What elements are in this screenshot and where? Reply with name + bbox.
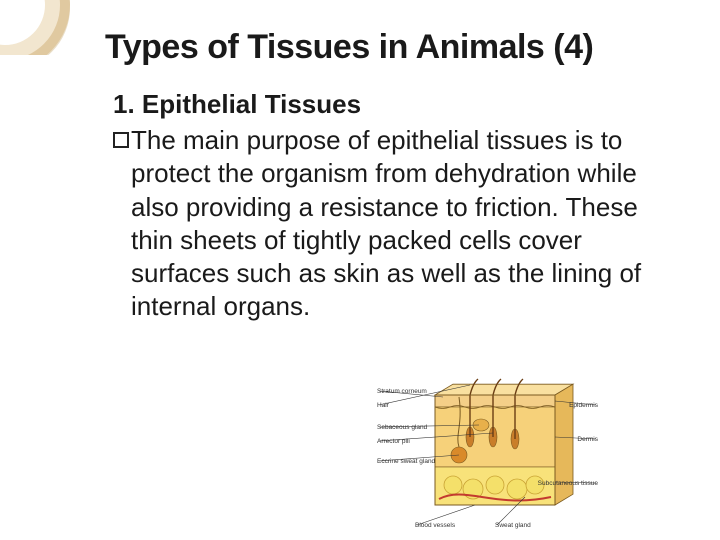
svg-text:Eccrine sweat gland: Eccrine sweat gland (377, 458, 436, 465)
svg-text:Arrector pili: Arrector pili (377, 438, 410, 445)
slide-body-text: The main purpose of epithelial tissues i… (131, 124, 660, 324)
slide-title: Types of Tissues in Animals (4) (105, 28, 660, 67)
svg-text:Hair: Hair (377, 402, 390, 409)
svg-text:Epidermis: Epidermis (569, 402, 599, 409)
svg-text:Subcutaneous tissue: Subcutaneous tissue (538, 480, 599, 487)
bullet-square-icon (113, 132, 129, 148)
svg-text:Stratum corneum: Stratum corneum (377, 388, 427, 395)
svg-text:Blood vessels: Blood vessels (415, 522, 456, 529)
svg-text:Sebaceous gland: Sebaceous gland (377, 424, 428, 431)
svg-text:Sweat gland: Sweat gland (495, 522, 531, 529)
slide: Types of Tissues in Animals (4) 1. Epith… (0, 0, 720, 540)
slide-subtitle: 1. Epithelial Tissues (105, 89, 660, 120)
skin-diagram: Stratum corneum Hair Sebaceous gland Arrect… (375, 377, 600, 532)
svg-text:Dermis: Dermis (577, 436, 598, 443)
